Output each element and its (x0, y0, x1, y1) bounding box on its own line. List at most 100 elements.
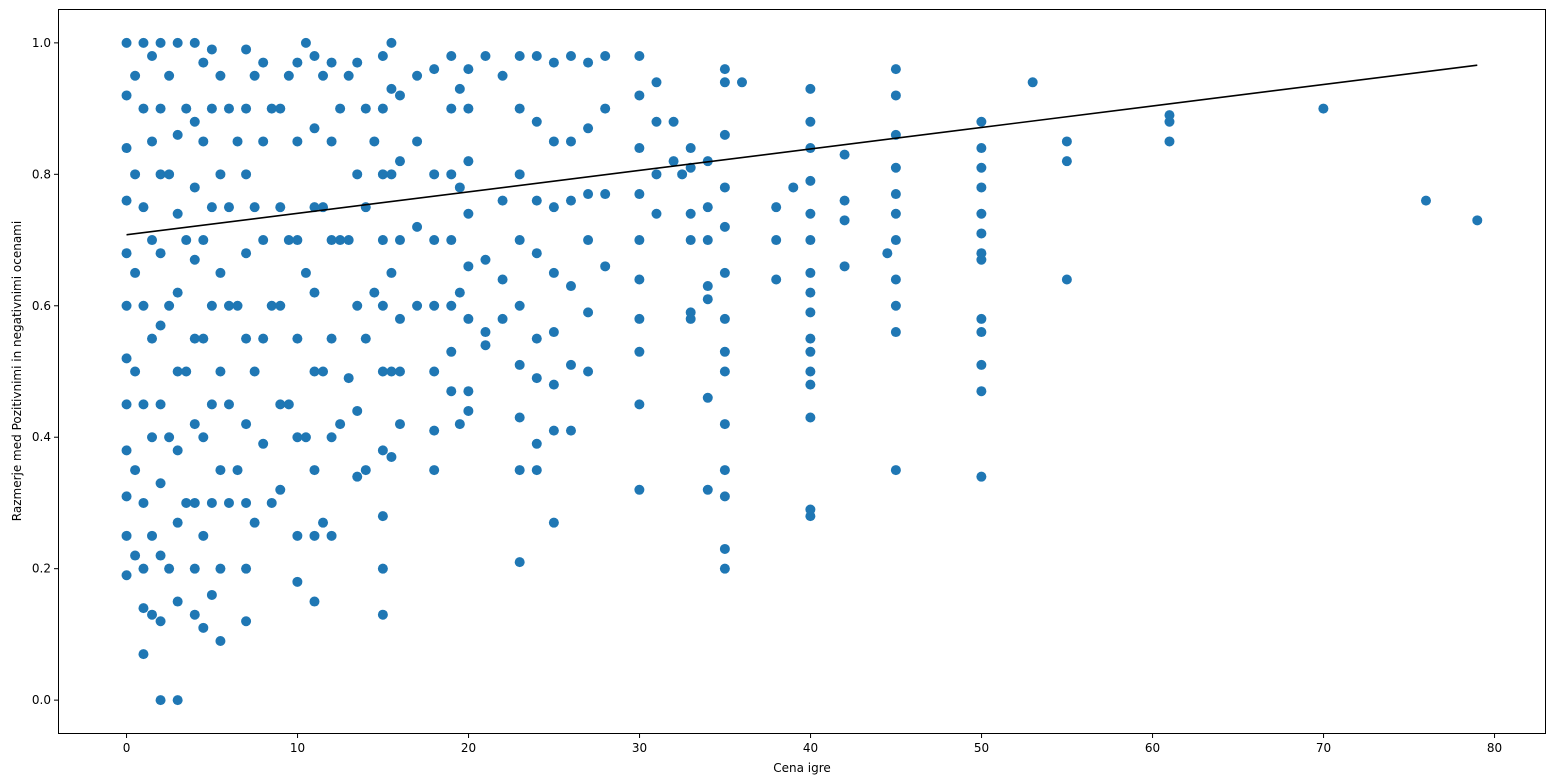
scatter-point-236 (514, 412, 525, 423)
scatter-point-176 (377, 511, 388, 522)
scatter-point-184 (386, 451, 397, 462)
scatter-point-352 (890, 162, 901, 173)
scatter-point-22 (138, 399, 149, 410)
scatter-point-357 (976, 386, 987, 397)
scatter-point-279 (634, 274, 645, 285)
scatter-point-89 (215, 267, 226, 278)
scatter-point-73 (198, 432, 209, 443)
scatter-point-118 (266, 497, 277, 508)
scatter-point-215 (454, 287, 465, 298)
scatter-point-341 (839, 215, 850, 226)
scatter-point-16 (130, 169, 141, 180)
scatter-point-79 (206, 497, 217, 508)
scatter-point-44 (164, 563, 175, 574)
scatter-point-157 (335, 419, 346, 430)
scatter-point-93 (223, 399, 234, 410)
scatter-point-263 (565, 136, 576, 147)
trend-line-group (126, 64, 1478, 236)
scatter-point-40 (155, 248, 166, 259)
scatter-point-100 (241, 616, 252, 627)
scatter-point-253 (548, 379, 559, 390)
scatter-point-368 (976, 116, 987, 127)
scatter-point-233 (497, 70, 508, 81)
scatter-point-266 (583, 307, 594, 318)
scatter-point-159 (335, 103, 346, 114)
scatter-point-243 (531, 465, 542, 476)
scatter-point-256 (548, 202, 559, 213)
scatter-point-117 (258, 57, 269, 68)
scatter-point-75 (198, 235, 209, 246)
scatter-point-342 (839, 195, 850, 206)
scatter-point-254 (548, 327, 559, 338)
scatter-point-180 (377, 235, 388, 246)
scatter-point-327 (805, 379, 816, 390)
scatter-point-328 (805, 366, 816, 377)
scatter-point-9 (121, 143, 132, 154)
scatter-point-81 (206, 300, 217, 311)
scatter-point-0 (121, 570, 132, 581)
scatter-point-97 (232, 465, 243, 476)
scatter-point-131 (292, 432, 303, 443)
scatter-point-71 (198, 622, 209, 633)
scatter-point-230 (497, 313, 508, 324)
scatter-point-6 (121, 300, 132, 311)
scatter-point-107 (241, 103, 252, 114)
scatter-point-136 (300, 432, 311, 443)
scatter-point-340 (839, 261, 850, 272)
scatter-point-192 (394, 313, 405, 324)
scatter-point-62 (189, 609, 200, 620)
scatter-point-201 (429, 425, 440, 436)
scatter-point-274 (600, 51, 611, 62)
scatter-point-199 (412, 70, 423, 81)
scatter-point-225 (463, 64, 474, 75)
scatter-point-141 (309, 465, 320, 476)
scatter-point-172 (369, 287, 380, 298)
scatter-point-217 (454, 83, 465, 94)
scatter-point-38 (155, 399, 166, 410)
scatter-point-197 (412, 221, 423, 232)
scatter-point-46 (164, 300, 175, 311)
scatter-point-61 (181, 103, 192, 114)
scatter-point-15 (130, 267, 141, 278)
scatter-point-295 (685, 208, 696, 219)
scatter-point-332 (805, 287, 816, 298)
scatter-point-206 (429, 64, 440, 75)
scatter-point-347 (890, 300, 901, 311)
scatter-point-305 (719, 563, 730, 574)
scatter-point-223 (463, 156, 474, 167)
scatter-point-68 (189, 182, 200, 193)
scatter-points (121, 37, 1483, 706)
scatter-point-257 (548, 136, 559, 147)
scatter-point-299 (702, 392, 713, 403)
scatter-point-155 (326, 136, 337, 147)
scatter-point-165 (352, 300, 363, 311)
scatter-point-187 (386, 169, 397, 180)
scatter-point-195 (394, 90, 405, 101)
scatter-point-21 (138, 497, 149, 508)
scatter-point-325 (805, 504, 816, 515)
x-tick-label: 60 (1145, 741, 1160, 755)
scatter-point-64 (189, 497, 200, 508)
scatter-point-127 (283, 235, 294, 246)
scatter-point-355 (890, 64, 901, 75)
scatter-point-173 (369, 136, 380, 147)
scatter-point-234 (514, 557, 525, 568)
scatter-point-336 (805, 175, 816, 186)
plot-frame (58, 9, 1546, 734)
scatter-point-56 (172, 129, 183, 140)
scatter-point-50 (172, 596, 183, 607)
scatter-point-289 (668, 156, 679, 167)
scatter-point-281 (634, 189, 645, 200)
scatter-point-359 (976, 327, 987, 338)
scatter-point-356 (976, 471, 987, 482)
scatter-point-212 (446, 103, 457, 114)
scatter-point-82 (206, 202, 217, 213)
scatter-point-193 (394, 235, 405, 246)
scatter-point-3 (121, 445, 132, 456)
scatter-point-87 (215, 465, 226, 476)
scatter-point-198 (412, 136, 423, 147)
scatter-point-306 (719, 543, 730, 554)
scatter-point-293 (685, 307, 696, 318)
scatter-point-296 (685, 162, 696, 173)
scatter-point-335 (805, 208, 816, 219)
